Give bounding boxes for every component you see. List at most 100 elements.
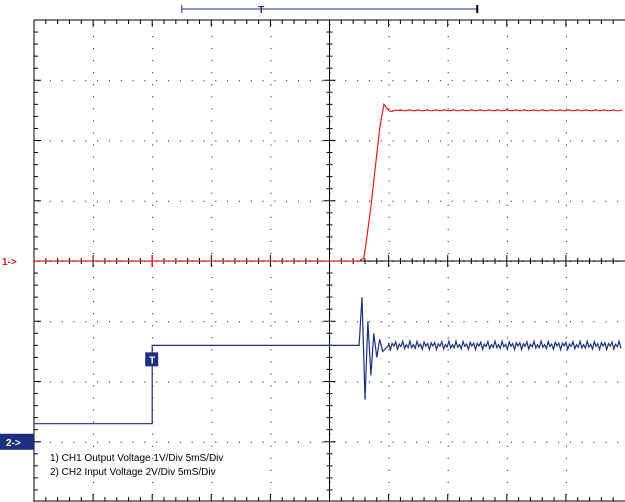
grid-dot [617,381,619,383]
grid-dot [447,301,449,303]
grid-dot [168,80,170,82]
grid-dot [451,381,453,383]
grid-dot [565,240,567,242]
grid-dot [487,441,489,443]
grid-dot [565,361,567,363]
grid-dot [93,144,95,146]
grid-dot [522,80,524,82]
grid-dot [565,313,567,315]
grid-dot [61,441,63,443]
grid-dot [211,457,213,459]
grid-dot [215,321,217,323]
grid-dot [565,132,567,134]
grid-dot [108,140,110,142]
grid-dot [569,441,571,443]
grid-dot [85,441,87,443]
grid-dot [152,192,154,194]
grid-dot [93,132,95,134]
grid-dot [451,441,453,443]
grid-dot [565,204,567,206]
grid-dot [522,200,524,202]
grid-dot [506,144,508,146]
grid-dot [227,381,229,383]
grid-dot [439,200,441,202]
grid-dot [274,140,276,142]
grid-dot [565,469,567,471]
grid-dot [447,289,449,291]
grid-dot [215,200,217,202]
grid-dot [211,397,213,399]
grid-dot [368,441,370,443]
grid-dot [439,80,441,82]
grid-dot [569,80,571,82]
grid-dot [238,441,240,443]
grid-dot [498,80,500,82]
grid-dot [270,301,272,303]
grid-dot [565,409,567,411]
grid-dot [404,441,406,443]
grid-dot [270,48,272,50]
grid-dot [447,180,449,182]
grid-dot [270,180,272,182]
grid-dot [215,381,217,383]
grid-dot [108,321,110,323]
grid-dot [605,80,607,82]
grid-dot [286,140,288,142]
grid-dot [475,441,477,443]
grid-dot [120,441,122,443]
grid-dot [73,441,75,443]
grid-dot [447,108,449,110]
grid-dot [93,36,95,38]
grid-dot [546,441,548,443]
grid-dot [565,180,567,182]
grid-dot [262,321,264,323]
grid-dot [152,301,154,303]
grid-dot [152,469,154,471]
grid-dot [345,80,347,82]
grid-dot [447,60,449,62]
grid-dot [565,325,567,327]
grid-dot [447,36,449,38]
grid-dot [510,381,512,383]
grid-layer [38,24,619,495]
grid-dot [227,441,229,443]
grid-dot [132,381,134,383]
grid-dot [565,289,567,291]
grid-dot [274,200,276,202]
grid-dot [270,216,272,218]
grid-dot [506,132,508,134]
grid-dot [120,80,122,82]
grid-dot [510,441,512,443]
grid-dot [270,385,272,387]
grid-dot [565,120,567,122]
grid-dot [152,313,154,315]
grid-dot [93,216,95,218]
grid-dot [211,156,213,158]
grid-dot [93,60,95,62]
grid-dot [510,321,512,323]
grid-dot [270,72,272,74]
grid-dot [179,140,181,142]
grid-dot [506,337,508,339]
grid-dot [211,144,213,146]
grid-dot [565,349,567,351]
grid-dot [447,457,449,459]
grid-dot [498,321,500,323]
grid-dot [179,441,181,443]
grid-dot [97,381,99,383]
grid-dot [506,48,508,50]
grid-dot [388,433,390,435]
grid-dot [93,313,95,315]
grid-dot [93,457,95,459]
grid-dot [522,441,524,443]
grid-dot [357,200,359,202]
grid-dot [156,200,158,202]
grid-dot [211,289,213,291]
grid-dot [144,140,146,142]
grid-dot [93,289,95,291]
grid-dot [506,373,508,375]
grid-dot [270,168,272,170]
grid-dot [203,140,205,142]
grid-dot [487,80,489,82]
grid-dot [581,321,583,323]
